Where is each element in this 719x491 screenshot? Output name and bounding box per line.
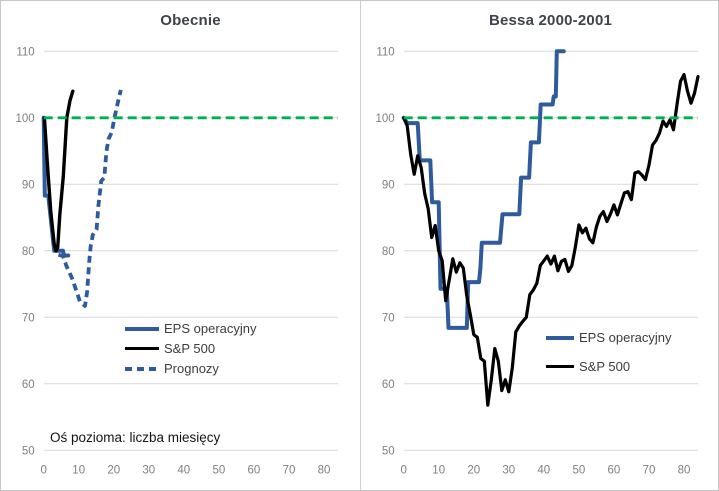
x-tick-label-80: 80 xyxy=(318,465,331,477)
y-tick-label-100: 100 xyxy=(16,113,35,125)
legend-obecnie: EPS operacyjny S&P 500 Prognozy xyxy=(125,322,257,375)
y-tick-label-90: 90 xyxy=(22,179,35,191)
chart-canvas-bessa: 50 60 70 80 90 100 110 0 10 20 30 40 50 60 70 80 xyxy=(376,46,700,477)
legend-label-prognozy: Prognozy xyxy=(164,361,219,376)
chart-panel-obecnie: Obecnie 50 60 70 80 90 100 110 0 10 20 30 40 50 60 70 8… xyxy=(1,1,360,490)
legend-bessa: EPS operacyjny S&P 500 xyxy=(546,331,672,373)
y-tick-label-50: 50 xyxy=(22,445,35,457)
chart-title-bessa: Bessa 2000-2001 xyxy=(488,12,613,29)
sp500-line-swatch-icon xyxy=(125,346,159,351)
y-tick-label-50: 50 xyxy=(382,445,395,457)
legend-item-eps: EPS operacyjny xyxy=(546,331,672,344)
x-tick-label-70: 70 xyxy=(643,465,656,477)
y-tick-label-80: 80 xyxy=(382,246,395,258)
x-tick-label-40: 40 xyxy=(177,465,190,477)
eps-line-swatch-icon xyxy=(125,326,159,331)
x-tick-label-30: 30 xyxy=(142,465,155,477)
sp500-line-swatch-icon xyxy=(546,364,574,369)
legend-label-sp500: S&P 500 xyxy=(579,359,631,374)
x-tick-label-50: 50 xyxy=(573,465,586,477)
x-tick-label-0: 0 xyxy=(40,465,46,477)
legend-item-prognozy: Prognozy xyxy=(125,362,257,375)
y-tick-label-60: 60 xyxy=(382,379,395,391)
x-tick-label-60: 60 xyxy=(608,465,621,477)
legend-item-sp500: S&P 500 xyxy=(546,360,672,373)
x-tick-label-30: 30 xyxy=(502,465,515,477)
forecast-dashed-swatch-icon xyxy=(125,366,159,371)
x-tick-label-50: 50 xyxy=(213,465,226,477)
y-tick-label-110: 110 xyxy=(376,46,394,58)
eps-line-swatch-icon xyxy=(546,335,574,340)
legend-label-eps: EPS operacyjny xyxy=(164,321,257,336)
legend-label-sp500: S&P 500 xyxy=(164,341,216,356)
legend-item-sp500: S&P 500 xyxy=(125,342,257,355)
horizontal-axis-note: Oś pozioma: liczba miesięcy xyxy=(50,430,221,445)
x-tick-label-10: 10 xyxy=(72,465,85,477)
x-tick-label-80: 80 xyxy=(678,465,691,477)
y-tick-label-80: 80 xyxy=(22,246,35,258)
panel-divider xyxy=(360,1,361,490)
series-line-s-p-500 xyxy=(42,89,75,253)
x-tick-label-40: 40 xyxy=(537,465,550,477)
legend-label-eps: EPS operacyjny xyxy=(579,330,672,345)
x-tick-label-60: 60 xyxy=(248,465,261,477)
y-tick-label-90: 90 xyxy=(382,179,395,191)
y-tick-label-110: 110 xyxy=(16,46,34,58)
x-tick-label-10: 10 xyxy=(432,465,445,477)
x-tick-label-20: 20 xyxy=(107,465,120,477)
series-line-s-p-500 xyxy=(402,72,700,407)
chart-panel-bessa: Bessa 2000-2001 50 60 70 80 90 100 110 0 10 20 30 4… xyxy=(361,1,718,490)
chart-title-obecnie: Obecnie xyxy=(160,12,221,29)
legend-item-eps: EPS operacyjny xyxy=(125,322,257,335)
y-tick-label-70: 70 xyxy=(382,312,395,324)
x-tick-label-70: 70 xyxy=(283,465,296,477)
series-line-prognozy xyxy=(57,89,123,308)
x-tick-label-20: 20 xyxy=(467,465,480,477)
y-tick-label-60: 60 xyxy=(22,379,35,391)
chart-canvas-obecnie: 50 60 70 80 90 100 110 0 10 20 30 40 50 60 70 80 xyxy=(16,46,338,477)
y-tick-label-70: 70 xyxy=(22,312,35,324)
series-line-eps-operacyjny xyxy=(401,49,566,330)
x-tick-label-0: 0 xyxy=(400,465,406,477)
y-tick-label-100: 100 xyxy=(376,113,395,125)
